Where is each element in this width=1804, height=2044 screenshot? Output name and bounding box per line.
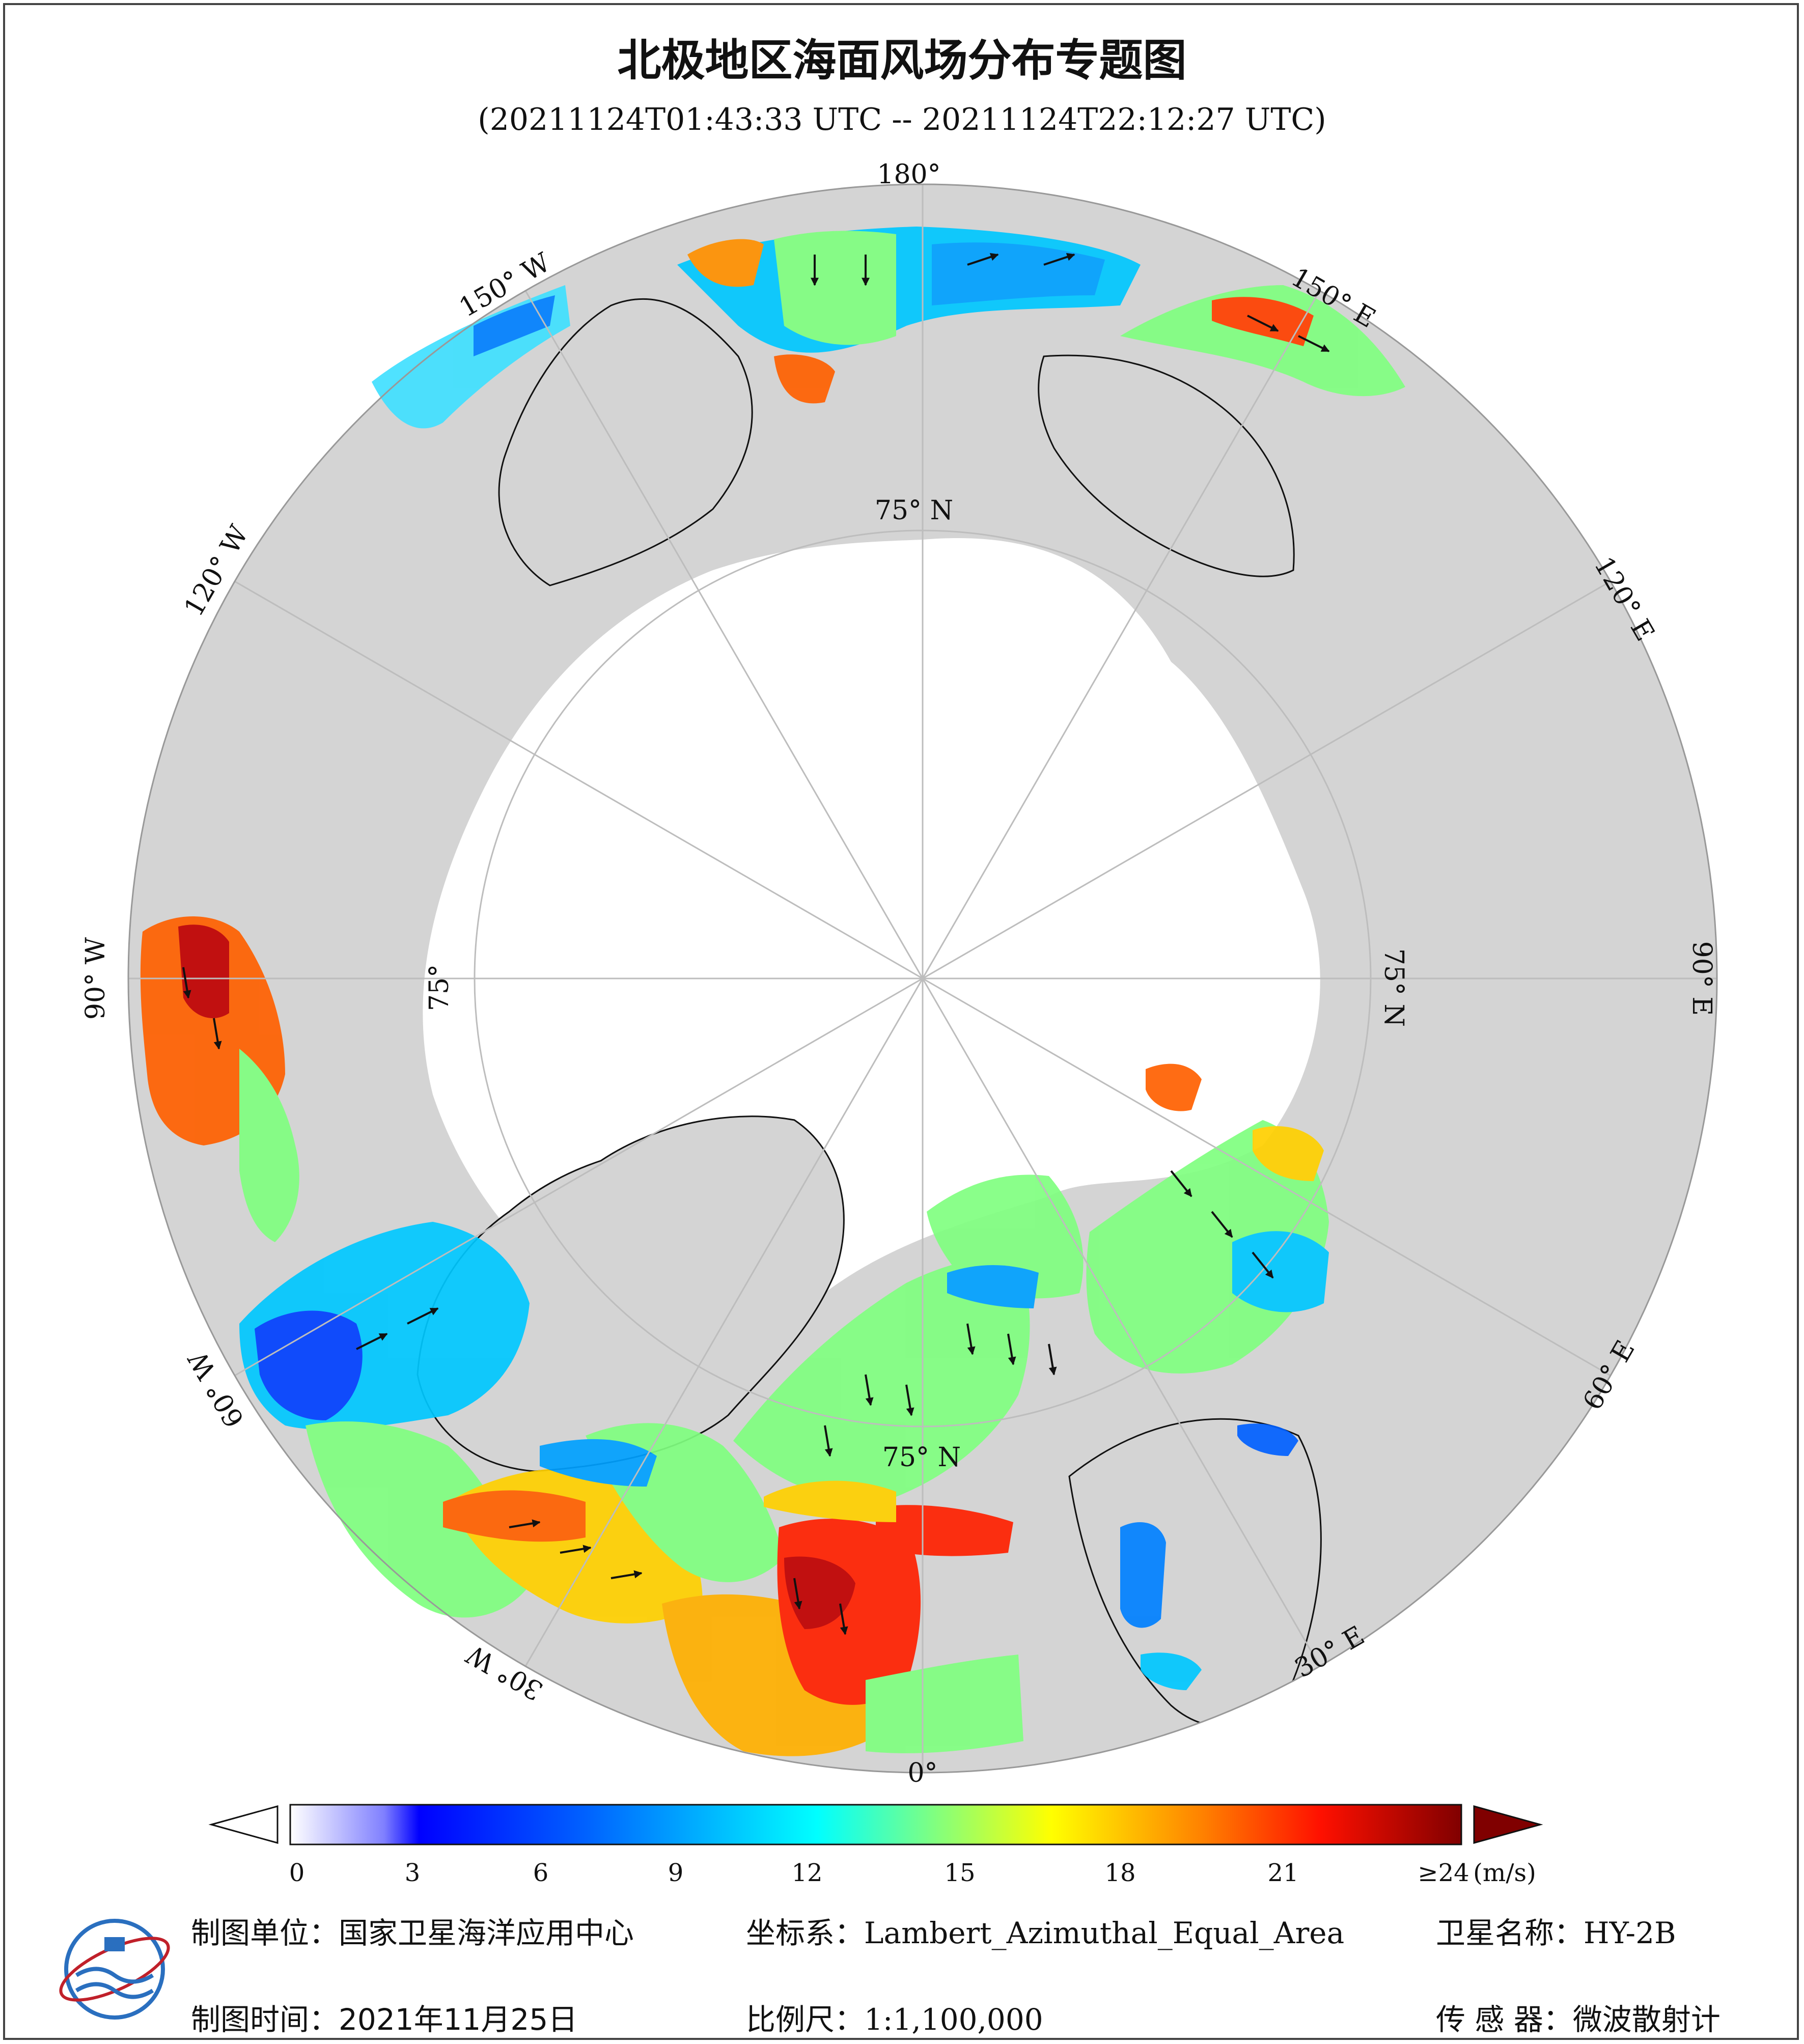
label-lat-right: 75° N bbox=[1378, 948, 1409, 1027]
footer-unit: 制图单位：国家卫星海洋应用中心 bbox=[191, 1909, 634, 1952]
colorbar: 0 3 6 9 12 15 18 21 ≥24 (m/s) bbox=[208, 1804, 1543, 1887]
map-time-range: (20211124T01:43:33 UTC -- 20211124T22:12… bbox=[478, 102, 1326, 137]
colorbar-tick: 18 bbox=[1104, 1859, 1135, 1887]
footer-time: 制图时间：2021年11月25日 bbox=[191, 1996, 577, 2038]
chukotka-coast bbox=[1038, 354, 1295, 577]
graticule bbox=[128, 184, 1717, 1773]
colorbar-tick: 3 bbox=[405, 1859, 421, 1887]
label-lon-90e: 90° E bbox=[1686, 941, 1717, 1016]
colorbar-tick: 21 bbox=[1267, 1859, 1298, 1887]
nsoas-logo bbox=[59, 1919, 170, 2020]
footer-sensor: 传 感 器：微波散射计 bbox=[1436, 1996, 1720, 2038]
footer-coordinate-system: 坐标系：Lambert_Azimuthal_Equal_Area bbox=[746, 1909, 1344, 1952]
footer-sensor-value: 微波散射计 bbox=[1572, 2002, 1720, 2037]
footer-sensor-label: 传 感 器： bbox=[1436, 2002, 1573, 2037]
footer-coord-value: Lambert_Azimuthal_Equal_Area bbox=[864, 1916, 1345, 1950]
footer-time-label: 制图时间： bbox=[191, 2002, 339, 2037]
wind-speed-field bbox=[140, 227, 1405, 1756]
colorbar-tick: 15 bbox=[944, 1859, 975, 1887]
footer-satellite: 卫星名称：HY-2B bbox=[1436, 1909, 1676, 1952]
footer-time-value: 2021年11月25日 bbox=[339, 2002, 578, 2037]
map-title: 北极地区海面风场分布专题图 bbox=[617, 35, 1187, 86]
footer-scale: 比例尺：1:1,100,000 bbox=[746, 1996, 1043, 2038]
footer-scale-value: 1:1,100,000 bbox=[864, 2002, 1043, 2037]
colorbar-min-triangle bbox=[208, 1805, 279, 1844]
label-lat-left: 75° bbox=[424, 964, 455, 1011]
label-lat-bottom: 75° N bbox=[882, 1442, 961, 1473]
footer-satellite-label: 卫星名称： bbox=[1436, 1916, 1584, 1950]
footer-satellite-value: HY-2B bbox=[1584, 1916, 1676, 1950]
scandinavia-landmass bbox=[1068, 1418, 1322, 1727]
colorbar-unit: (m/s) bbox=[1473, 1859, 1536, 1887]
north-coast-land bbox=[498, 298, 753, 586]
wind-vectors bbox=[182, 253, 1330, 1635]
colorbar-tick: ≥24 bbox=[1418, 1859, 1469, 1887]
footer-unit-value: 国家卫星海洋应用中心 bbox=[339, 1916, 634, 1950]
colorbar-tick: 6 bbox=[533, 1859, 549, 1887]
colorbar-max-triangle bbox=[1473, 1805, 1543, 1844]
label-lat-top: 75° N bbox=[875, 495, 953, 526]
footer-scale-label: 比例尺： bbox=[746, 2002, 865, 2037]
label-lon-0: 0° bbox=[907, 1758, 937, 1788]
footer-unit-label: 制图单位： bbox=[191, 1916, 339, 1950]
map-frame bbox=[3, 3, 1799, 2040]
label-lon-90w: 90° W bbox=[80, 937, 111, 1020]
label-lon-180: 180° bbox=[877, 159, 940, 190]
colorbar-tick: 9 bbox=[668, 1859, 684, 1887]
colorbar-gradient bbox=[289, 1804, 1462, 1845]
footer-coord-label: 坐标系： bbox=[746, 1916, 865, 1950]
colorbar-tick: 12 bbox=[791, 1859, 822, 1887]
colorbar-tick: 0 bbox=[289, 1859, 305, 1887]
